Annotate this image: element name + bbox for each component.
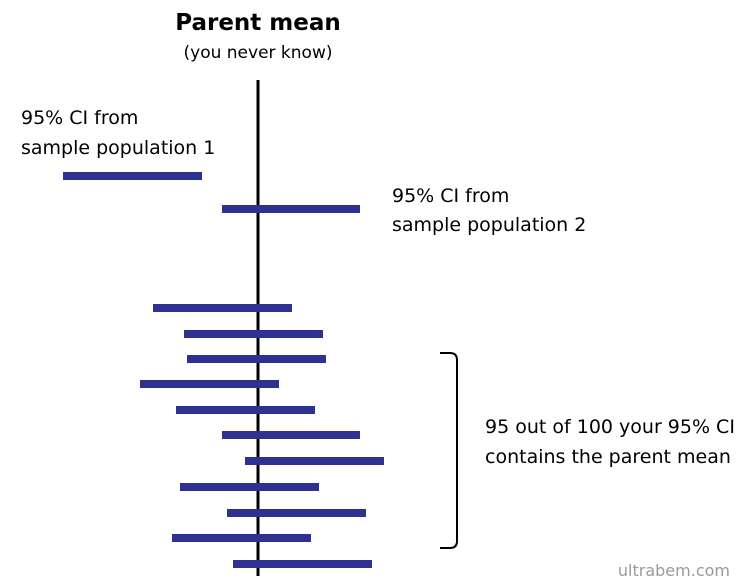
ci-bar-11 bbox=[227, 509, 366, 517]
ci-bar-9 bbox=[245, 457, 384, 465]
ci-bar-5 bbox=[187, 355, 326, 363]
ci-bar-8 bbox=[222, 431, 360, 439]
ci-bar-10 bbox=[180, 483, 319, 491]
bracket-label-line1: 95 out of 100 your 95% CI bbox=[485, 416, 735, 438]
ci2-label-line2: sample population 2 bbox=[392, 214, 586, 236]
ci2-label-line1: 95% CI from bbox=[392, 185, 509, 207]
ci1-label-line1: 95% CI from bbox=[21, 107, 138, 129]
ci-bar-12 bbox=[172, 534, 311, 542]
diagram-subtitle: (you never know) bbox=[184, 43, 333, 63]
diagram-title: Parent mean bbox=[175, 10, 341, 36]
ci-bar-2 bbox=[222, 205, 360, 213]
bracket-label-line2: contains the parent mean bbox=[485, 446, 731, 468]
interval-bars bbox=[63, 172, 384, 568]
ci1-label-line2: sample population 1 bbox=[21, 137, 215, 159]
ci-bar-3 bbox=[153, 304, 292, 312]
ci-bar-6 bbox=[140, 380, 279, 388]
ci1-label: 95% CI from sample population 1 bbox=[21, 107, 215, 159]
ci-bar-4 bbox=[184, 330, 323, 338]
ci-bar-1 bbox=[63, 172, 202, 180]
right-bracket bbox=[440, 352, 458, 549]
bracket-label: 95 out of 100 your 95% CI contains the p… bbox=[485, 416, 741, 468]
ci-bar-7 bbox=[176, 406, 315, 414]
ci2-label: 95% CI from sample population 2 bbox=[392, 185, 586, 236]
ci-bar-13 bbox=[233, 560, 372, 568]
watermark-text: ultrabem.com bbox=[618, 561, 730, 580]
